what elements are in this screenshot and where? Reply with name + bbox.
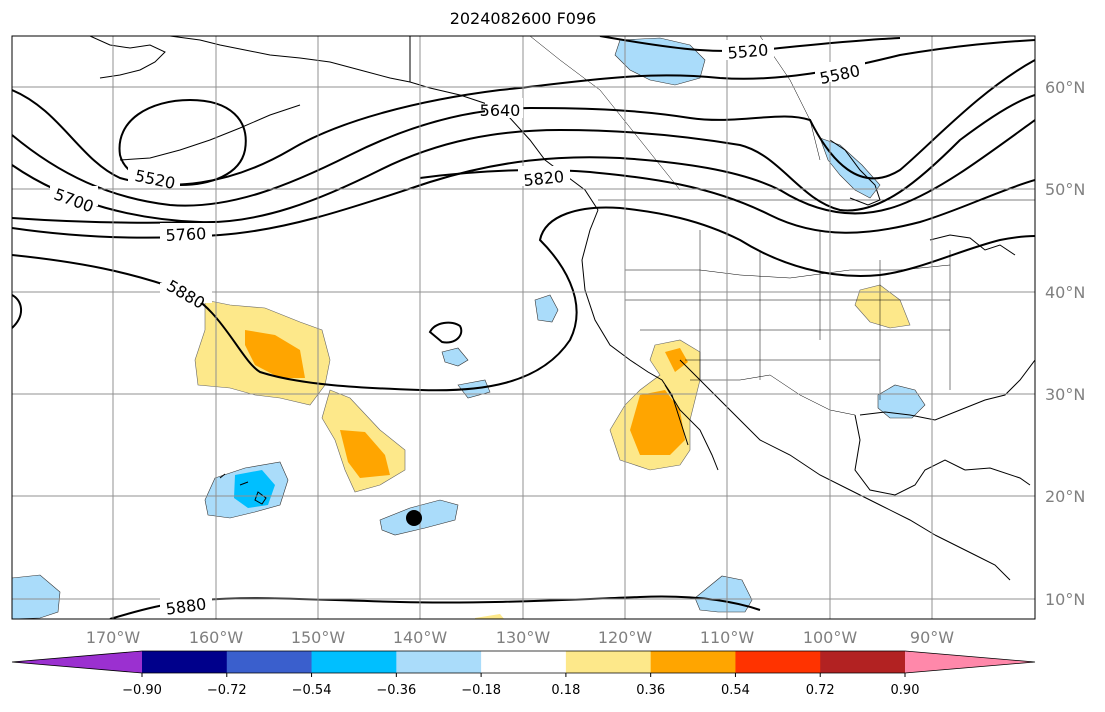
positive-anomaly-core	[245, 330, 305, 378]
colorbar-segment	[311, 651, 397, 673]
longitude-axis: 170°W 160°W 150°W 140°W 130°W 120°W 110°…	[86, 628, 954, 647]
colorbar-segment	[650, 651, 736, 673]
anomaly-shading	[12, 37, 926, 619]
colorbar-segment	[396, 651, 482, 673]
contour-5880	[12, 206, 1035, 392]
contour-5700	[12, 94, 1035, 224]
negative-anomaly-core	[234, 470, 275, 508]
colorbar-segment	[142, 651, 228, 673]
colorbar-segment	[565, 651, 652, 673]
colorbar-tick-label: −0.72	[207, 683, 247, 698]
lon-label: 160°W	[189, 628, 244, 647]
lat-label: 50°N	[1045, 180, 1085, 199]
colorbar-segment	[226, 651, 313, 673]
colorbar-tick-label: 0.36	[636, 683, 665, 698]
colorbar: −0.90 −0.72 −0.54 −0.36 −0.18 0.18 0.36 0.54 0.7…	[11, 650, 1036, 698]
contour-label: 5640	[480, 101, 521, 120]
colorbar-tick-label: 0.18	[551, 683, 580, 698]
lat-label: 30°N	[1045, 385, 1085, 404]
contour-label: 5820	[523, 167, 565, 190]
contour-label: 5760	[165, 224, 207, 245]
colorbar-segment	[481, 651, 567, 673]
negative-anomaly-area	[534, 294, 559, 323]
colorbar-extend-low	[12, 651, 142, 673]
colorbar-tick-label: 0.90	[891, 683, 920, 698]
contour-5580	[12, 39, 1035, 186]
contour-5880-closed	[428, 321, 463, 344]
lon-label: 130°W	[496, 628, 551, 647]
colorbar-tick-label: −0.90	[122, 683, 162, 698]
lon-label: 100°W	[803, 628, 858, 647]
positive-anomaly-area	[854, 284, 911, 329]
graticule	[12, 36, 1035, 619]
colorbar-tick-label: −0.54	[292, 683, 332, 698]
negative-anomaly-area	[614, 37, 706, 86]
lat-label: 10°N	[1045, 590, 1085, 609]
contour-5760	[12, 119, 1035, 239]
colorbar-tick-label: −0.36	[376, 683, 416, 698]
lon-label: 170°W	[86, 628, 141, 647]
negative-anomaly-area	[819, 137, 881, 199]
negative-anomaly-area	[441, 347, 469, 367]
lon-label: 120°W	[598, 628, 653, 647]
colorbar-segment	[735, 651, 821, 673]
colorbar-tick-label: 0.72	[806, 683, 835, 698]
positive-anomaly-core	[665, 348, 688, 372]
latitude-axis: 60°N 50°N 40°N 30°N 20°N 10°N	[1045, 78, 1085, 609]
lon-label: 90°W	[910, 628, 954, 647]
colorbar-tick-label: −0.18	[461, 683, 501, 698]
storm-center-marker	[406, 510, 422, 526]
lon-label: 140°W	[393, 628, 448, 647]
colorbar-segment	[820, 651, 906, 673]
lat-label: 60°N	[1045, 78, 1085, 97]
positive-anomaly-core	[630, 390, 685, 455]
negative-anomaly-area	[877, 384, 926, 419]
contour-label: 5520	[727, 40, 769, 62]
colorbar-tick-label: 0.54	[721, 683, 750, 698]
map-title: 2024082600 F096	[449, 9, 597, 28]
lat-label: 20°N	[1045, 487, 1085, 506]
lat-label: 40°N	[1045, 283, 1085, 302]
lon-label: 150°W	[291, 628, 346, 647]
positive-anomaly-core	[340, 430, 390, 478]
negative-anomaly-area	[12, 574, 61, 619]
lon-label: 110°W	[700, 628, 755, 647]
contour-5640	[12, 59, 1035, 207]
map-frame	[11, 35, 1036, 620]
colorbar-extend-high	[905, 651, 1035, 673]
